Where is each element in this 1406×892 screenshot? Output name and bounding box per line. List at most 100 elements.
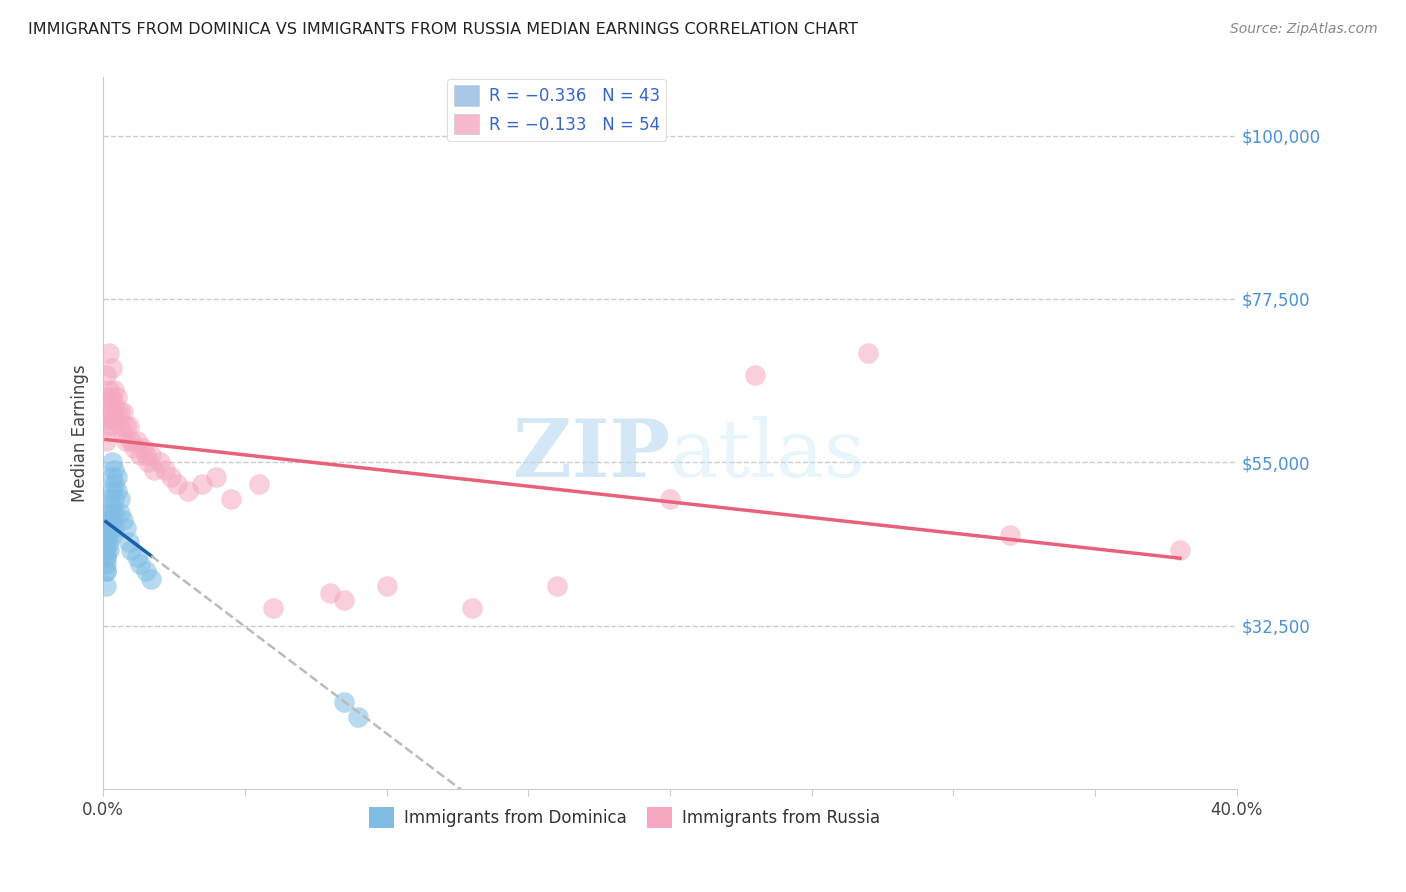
Point [94, 549, 117, 564]
Point [105, 404, 128, 418]
Point [129, 557, 152, 571]
Point [100, 528, 122, 542]
Point [94, 419, 117, 434]
Point [117, 419, 139, 434]
Point [94, 565, 117, 579]
Text: atlas: atlas [669, 416, 865, 493]
Point [105, 470, 128, 484]
Point [103, 463, 125, 477]
Point [160, 470, 183, 484]
Point [117, 535, 139, 549]
Point [94, 557, 117, 571]
Point [97, 491, 120, 506]
Point [97, 383, 120, 397]
Point [94, 390, 117, 404]
Text: IMMIGRANTS FROM DOMINICA VS IMMIGRANTS FROM RUSSIA MEDIAN EARNINGS CORRELATION C: IMMIGRANTS FROM DOMINICA VS IMMIGRANTS F… [28, 22, 858, 37]
Point [143, 463, 166, 477]
Point [127, 434, 149, 448]
Point [166, 477, 188, 491]
Point [546, 579, 568, 593]
Point [858, 346, 880, 360]
Point [94, 565, 117, 579]
Point [97, 346, 120, 360]
Point [94, 528, 117, 542]
Text: Source: ZipAtlas.com: Source: ZipAtlas.com [1230, 22, 1378, 37]
Point [100, 455, 122, 469]
Point [141, 448, 163, 462]
Point [121, 542, 143, 557]
Point [97, 397, 120, 411]
Point [100, 404, 122, 418]
Point [103, 412, 125, 426]
Point [191, 477, 214, 491]
Point [100, 514, 122, 528]
Point [132, 441, 155, 455]
Point [103, 521, 125, 535]
Point [100, 390, 122, 404]
Y-axis label: Median Earnings: Median Earnings [72, 365, 89, 502]
Point [219, 491, 242, 506]
Point [1168, 542, 1191, 557]
Point [333, 695, 356, 709]
Point [103, 491, 125, 506]
Point [97, 506, 120, 520]
Point [94, 434, 117, 448]
Point [333, 593, 356, 607]
Legend: Immigrants from Dominica, Immigrants from Russia: Immigrants from Dominica, Immigrants fro… [363, 801, 887, 834]
Point [108, 404, 131, 418]
Point [94, 542, 117, 557]
Point [114, 419, 136, 434]
Point [262, 600, 284, 615]
Point [108, 506, 131, 520]
Point [103, 477, 125, 491]
Point [121, 434, 143, 448]
Point [94, 368, 117, 383]
Point [103, 397, 125, 411]
Point [155, 463, 177, 477]
Point [998, 528, 1021, 542]
Point [149, 455, 172, 469]
Point [94, 579, 117, 593]
Point [138, 455, 160, 469]
Point [97, 528, 120, 542]
Point [105, 484, 128, 499]
Point [124, 441, 146, 455]
Point [111, 514, 134, 528]
Point [100, 361, 122, 376]
Point [111, 404, 134, 418]
Point [658, 491, 681, 506]
Point [177, 484, 200, 499]
Point [100, 470, 122, 484]
Point [97, 412, 120, 426]
Point [127, 549, 149, 564]
Point [135, 565, 157, 579]
Point [347, 709, 370, 723]
Point [108, 419, 131, 434]
Point [319, 586, 342, 600]
Point [135, 448, 157, 462]
Point [105, 390, 128, 404]
Point [103, 383, 125, 397]
Point [460, 600, 482, 615]
Point [111, 426, 134, 441]
Point [97, 514, 120, 528]
Point [94, 521, 117, 535]
Point [97, 521, 120, 535]
Point [100, 419, 122, 434]
Point [100, 484, 122, 499]
Point [108, 491, 131, 506]
Point [94, 535, 117, 549]
Point [114, 521, 136, 535]
Point [744, 368, 766, 383]
Point [97, 535, 120, 549]
Text: ZIP: ZIP [513, 416, 669, 493]
Point [100, 499, 122, 513]
Point [205, 470, 228, 484]
Point [247, 477, 270, 491]
Point [94, 549, 117, 564]
Point [97, 542, 120, 557]
Point [94, 542, 117, 557]
Point [103, 506, 125, 520]
Point [141, 572, 163, 586]
Point [114, 434, 136, 448]
